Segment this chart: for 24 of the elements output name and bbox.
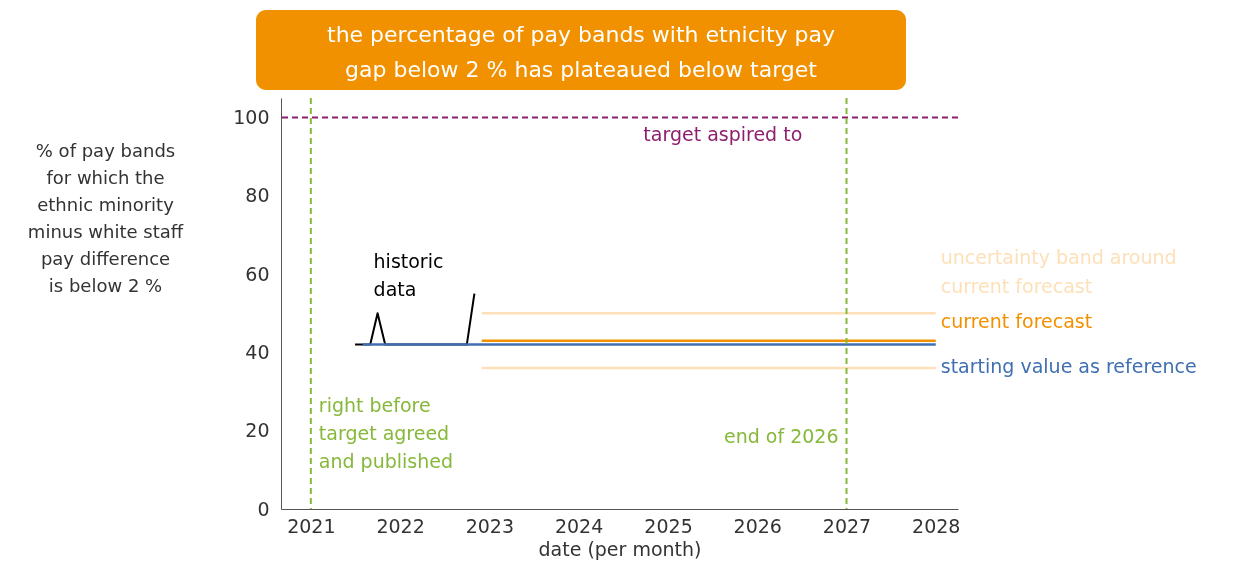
y-tick-label: 40 bbox=[245, 340, 270, 363]
y-tick-label: 0 bbox=[257, 497, 270, 520]
x-tick-label: 2025 bbox=[644, 514, 693, 537]
x-tick-label: 2026 bbox=[733, 514, 782, 537]
x-tick-label: 2021 bbox=[287, 514, 336, 537]
series-label: uncertainty band around current forecast bbox=[940, 246, 1177, 298]
y-tick-label: 60 bbox=[245, 262, 270, 285]
x-tick-label: 2028 bbox=[912, 514, 961, 537]
ref-line-label: end of 2026 bbox=[723, 424, 839, 447]
ref-line-label: target aspired to bbox=[643, 122, 803, 145]
y-axis-title: % of pay bands for which the ethnic minority minus white staff pay difference is below 2 % bbox=[27, 139, 184, 296]
ref-line-label: right before target agreed and published bbox=[318, 393, 454, 472]
x-axis-title: date (per month) bbox=[538, 537, 702, 560]
y-tick-label: 100 bbox=[233, 106, 270, 129]
x-tick-label: 2023 bbox=[465, 514, 514, 537]
y-tick-label: 80 bbox=[245, 184, 270, 207]
x-tick-label: 2024 bbox=[554, 514, 604, 537]
series-label: historic data bbox=[373, 249, 444, 300]
series-label: current forecast bbox=[940, 309, 1093, 332]
y-tick-label: 20 bbox=[245, 419, 270, 442]
x-tick-label: 2022 bbox=[376, 514, 425, 537]
series-label: starting value as reference bbox=[940, 354, 1197, 377]
chart-title: the percentage of pay bands with etnicity pay gap below 2 % has plateaued below target bbox=[327, 22, 835, 82]
x-tick-label: 2027 bbox=[822, 514, 872, 537]
